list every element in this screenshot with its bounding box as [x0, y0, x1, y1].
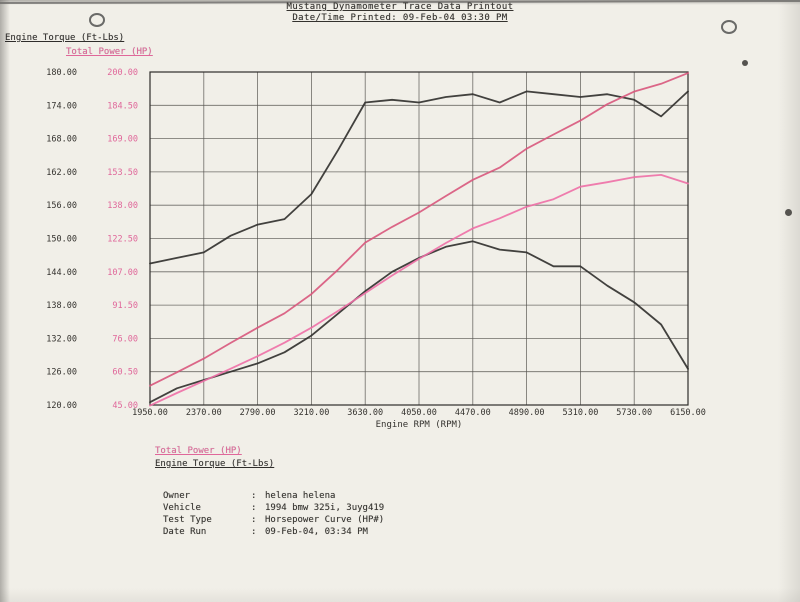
- legend-torque: Engine Torque (Ft-Lbs): [155, 459, 275, 469]
- rpm-tick-label: 6150.00: [670, 408, 706, 418]
- info-row: Date Run : 09-Feb-04, 03:34 PM: [163, 526, 384, 538]
- run-info: Owner : helena helena Vehicle : 1994 bmw…: [163, 490, 384, 538]
- power-tick-label: 169.00: [107, 135, 138, 145]
- power-tick-label: 107.00: [107, 268, 138, 278]
- info-row: Vehicle : 1994 bmw 325i, 3uyg419: [163, 502, 384, 514]
- power-tick-label: 138.00: [107, 201, 138, 211]
- scan-speck: [742, 60, 748, 66]
- info-row: Test Type : Horsepower Curve (HP#): [163, 514, 384, 526]
- info-label: Date Run: [163, 527, 207, 537]
- rpm-tick-label: 4890.00: [509, 408, 545, 418]
- info-value: 09-Feb-04, 03:34 PM: [265, 527, 368, 537]
- torque-tick-label: 156.00: [46, 201, 77, 211]
- info-row: Owner : helena helena: [163, 490, 384, 502]
- power-axis-label: Total Power (HP): [66, 47, 153, 57]
- rpm-tick-label: 4470.00: [455, 408, 491, 418]
- power-tick-label: 122.50: [107, 235, 138, 245]
- legend-power: Total Power (HP): [155, 446, 242, 456]
- power-tick-label: 76.00: [112, 334, 138, 344]
- power-tick-label: 60.50: [112, 368, 138, 378]
- report-header: Mustang Dynamometer Trace Data Printout …: [0, 2, 800, 24]
- plot-border: [149, 71, 689, 406]
- torque-axis-label: Engine Torque (Ft-Lbs): [5, 33, 125, 43]
- torque-tick-label: 174.00: [46, 101, 77, 111]
- rpm-tick-label: 2790.00: [240, 408, 276, 418]
- report-title: Mustang Dynamometer Trace Data Printout: [286, 2, 514, 12]
- power-tick-label: 184.50: [107, 101, 138, 111]
- rpm-tick-label: 5310.00: [562, 408, 598, 418]
- info-separator: :: [251, 515, 257, 525]
- torque-tick-label: 144.00: [46, 268, 77, 278]
- power-tick-label: 91.50: [112, 301, 138, 311]
- power-tick-label: 200.00: [107, 68, 138, 78]
- info-label: Vehicle: [163, 503, 201, 513]
- info-value: 1994 bmw 325i, 3uyg419: [265, 503, 385, 513]
- scan-speck: [785, 209, 792, 216]
- rpm-tick-label: 1950.00: [132, 408, 168, 418]
- punch-hole: [721, 20, 737, 34]
- torque-tick-label: 138.00: [46, 301, 77, 311]
- rpm-tick-label: 3210.00: [293, 408, 329, 418]
- print-datetime: Date/Time Printed: 09-Feb-04 03:30 PM: [292, 13, 508, 23]
- info-label: Owner: [163, 491, 191, 501]
- info-separator: :: [251, 491, 257, 501]
- chart-legend: Total Power (HP) Engine Torque (Ft-Lbs): [155, 445, 274, 471]
- torque-tick-label: 126.00: [46, 368, 77, 378]
- torque-tick-label: 120.00: [46, 401, 77, 411]
- info-value: Horsepower Curve (HP#): [265, 515, 385, 525]
- series-total-power-run-2: [149, 173, 689, 407]
- info-separator: :: [251, 527, 257, 537]
- x-axis-title: Engine RPM (RPM): [375, 420, 463, 430]
- torque-tick-label: 180.00: [46, 68, 77, 78]
- torque-tick-label: 150.00: [46, 235, 77, 245]
- info-label: Test Type: [163, 515, 212, 525]
- rpm-tick-label: 3630.00: [347, 408, 383, 418]
- series-engine-torque-run-1: [149, 90, 689, 265]
- torque-tick-label: 132.00: [46, 334, 77, 344]
- rpm-tick-label: 4050.00: [401, 408, 437, 418]
- torque-tick-label: 162.00: [46, 168, 77, 178]
- torque-tick-label: 168.00: [46, 135, 77, 145]
- punch-hole: [89, 13, 105, 27]
- info-value: helena helena: [265, 491, 336, 501]
- rpm-tick-label: 2370.00: [186, 408, 222, 418]
- power-tick-label: 153.50: [107, 168, 138, 178]
- info-separator: :: [251, 503, 257, 513]
- power-tick-label: 45.00: [112, 401, 138, 411]
- series-total-power-run-1: [149, 72, 689, 387]
- rpm-tick-label: 5730.00: [616, 408, 652, 418]
